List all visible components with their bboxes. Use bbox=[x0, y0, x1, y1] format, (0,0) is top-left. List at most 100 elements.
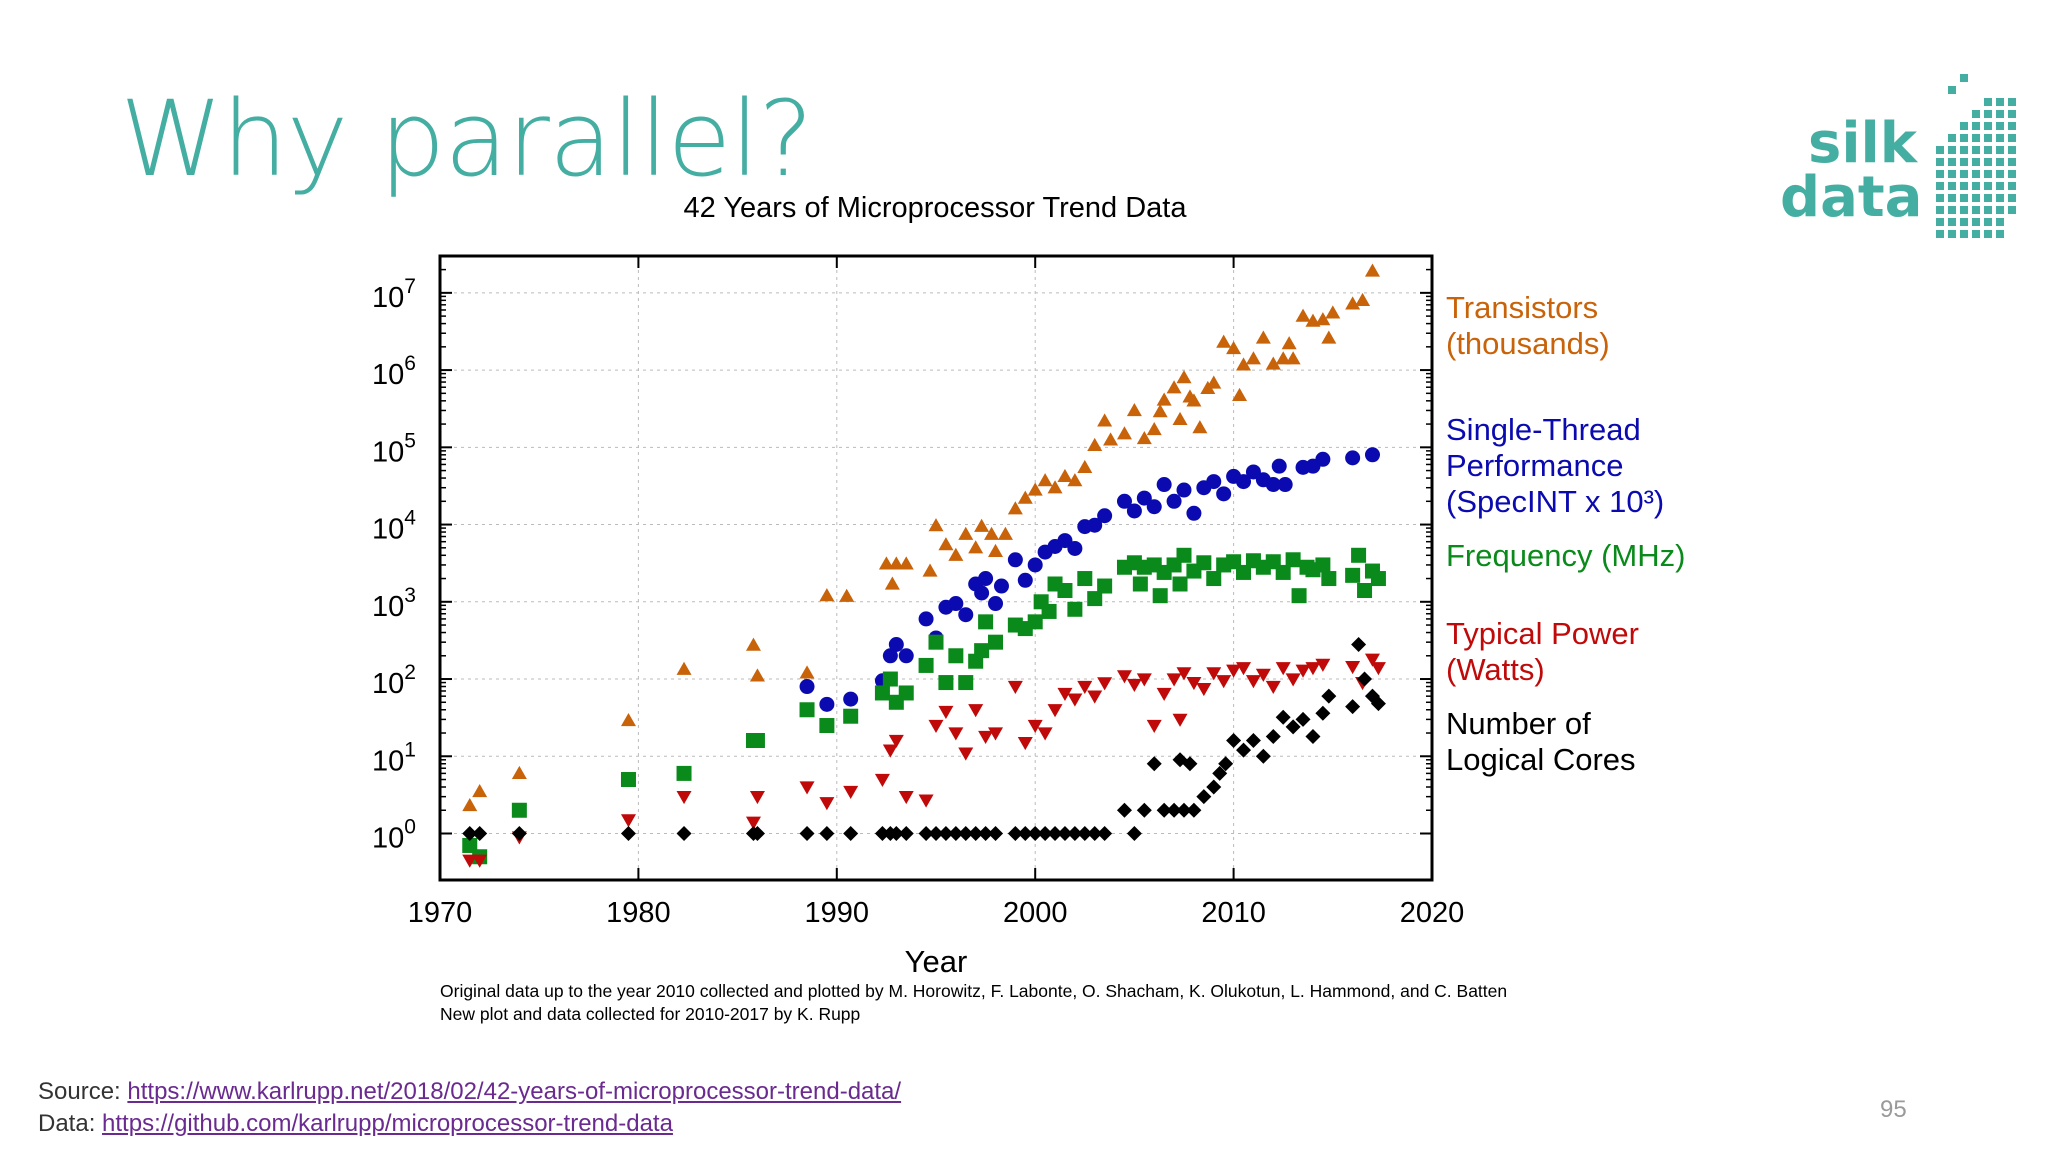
data-point-triangle-down bbox=[1206, 667, 1222, 681]
data-point-diamond bbox=[1176, 802, 1192, 818]
data-point-triangle-down bbox=[1305, 662, 1321, 676]
logo-dot bbox=[1948, 170, 1956, 178]
y-tick-label: 100 bbox=[372, 815, 416, 854]
logo-dot bbox=[1984, 230, 1992, 238]
data-point-triangle-down bbox=[938, 705, 954, 719]
data-point-triangle-down bbox=[882, 744, 898, 758]
logo-text-silk: silk bbox=[1808, 111, 1917, 176]
y-tick-label: 101 bbox=[372, 738, 416, 777]
data-point-triangle-up bbox=[1097, 413, 1113, 427]
logo-dot bbox=[1960, 206, 1968, 214]
data-point-triangle-up bbox=[1176, 370, 1192, 384]
y-tick-label: 105 bbox=[372, 429, 416, 468]
data-point-diamond bbox=[888, 825, 904, 841]
data-point-square bbox=[462, 837, 478, 853]
data-link[interactable]: https://github.com/karlrupp/microprocess… bbox=[102, 1110, 673, 1137]
data-point-diamond bbox=[978, 825, 994, 841]
logo-dot bbox=[1984, 194, 1992, 202]
data-point-circle bbox=[1277, 477, 1293, 493]
logo-dot bbox=[1996, 206, 2004, 214]
logo-dot bbox=[2008, 206, 2016, 214]
data-point-triangle-up bbox=[1146, 422, 1162, 436]
logo-dot bbox=[1996, 146, 2004, 154]
logo-dot bbox=[1948, 230, 1956, 238]
data-point-triangle-up bbox=[1152, 404, 1168, 418]
data-point-triangle-down bbox=[843, 785, 859, 799]
data-point-triangle-up bbox=[1216, 334, 1232, 348]
data-point-diamond bbox=[472, 825, 488, 841]
data-point-triangle-up bbox=[1087, 437, 1103, 451]
data-point-circle bbox=[1186, 505, 1202, 521]
logo-dot bbox=[1960, 218, 1968, 226]
logo-dot bbox=[1984, 158, 1992, 166]
data-point-square bbox=[898, 685, 914, 701]
data-point-diamond bbox=[1196, 789, 1212, 805]
data-point-triangle-down bbox=[1156, 687, 1172, 701]
data-point-square bbox=[1152, 588, 1168, 604]
data-point-diamond bbox=[1057, 825, 1073, 841]
data-point-circle bbox=[1116, 493, 1132, 509]
data-point-square bbox=[1357, 583, 1373, 599]
data-point-square bbox=[958, 675, 974, 691]
data-point-circle bbox=[898, 648, 914, 664]
data-point-circle bbox=[948, 596, 964, 612]
logo-dot bbox=[1984, 134, 1992, 142]
data-point-square bbox=[1027, 614, 1043, 630]
data-point-circle bbox=[993, 578, 1009, 594]
data-point-diamond bbox=[1136, 802, 1152, 818]
data-point-triangle-down bbox=[988, 727, 1004, 741]
data-point-diamond bbox=[1156, 802, 1172, 818]
data-point-triangle-down bbox=[1047, 704, 1063, 718]
logo-dot bbox=[1948, 182, 1956, 190]
data-point-triangle-up bbox=[984, 526, 1000, 540]
data-point-triangle-up bbox=[958, 526, 974, 540]
data-point-triangle-up bbox=[928, 518, 944, 532]
data-point-square bbox=[843, 708, 859, 724]
logo-dot bbox=[1996, 98, 2004, 106]
credit-line-original: Original data up to the year 2010 collec… bbox=[440, 981, 1508, 1001]
data-point-triangle-down bbox=[819, 797, 835, 811]
logo-dot bbox=[1996, 134, 2004, 142]
data-point-triangle-up bbox=[1315, 312, 1331, 326]
logo-dot bbox=[2008, 158, 2016, 166]
data-point-diamond bbox=[1116, 802, 1132, 818]
logo-dot bbox=[1984, 170, 1992, 178]
logo-dot bbox=[1936, 170, 1944, 178]
data-point-triangle-down bbox=[1370, 662, 1386, 676]
data-point-diamond bbox=[1097, 825, 1113, 841]
data-point-circle bbox=[1315, 451, 1331, 467]
x-tick-label: 2020 bbox=[1400, 897, 1465, 929]
page-number: 95 bbox=[1880, 1096, 1907, 1123]
data-point-diamond bbox=[1345, 699, 1361, 715]
data-point-triangle-down bbox=[948, 727, 964, 741]
data-point-diamond bbox=[938, 825, 954, 841]
source-link[interactable]: https://www.karlrupp.net/2018/02/42-year… bbox=[127, 1078, 902, 1105]
data-point-diamond bbox=[874, 825, 890, 841]
data-point-circle bbox=[1126, 503, 1142, 519]
logo-dot bbox=[1996, 194, 2004, 202]
data-point-circle bbox=[1097, 508, 1113, 524]
data-point-triangle-up bbox=[1245, 351, 1261, 365]
data-point-square bbox=[1370, 571, 1386, 587]
logo-dot bbox=[1972, 134, 1980, 142]
data-point-triangle-up bbox=[1136, 431, 1152, 445]
logo-dot bbox=[1972, 170, 1980, 178]
data-point-square bbox=[1132, 576, 1148, 592]
data-point-triangle-up bbox=[1281, 336, 1297, 350]
data-point-triangle-up bbox=[884, 576, 900, 590]
data-point-square bbox=[1321, 571, 1337, 587]
data-point-triangle-up bbox=[938, 537, 954, 551]
data-markers bbox=[462, 263, 1386, 868]
logo-dot bbox=[1960, 74, 1968, 82]
legend-entry: Single-Thread Performance (SpecINT x 10³… bbox=[1446, 412, 1665, 519]
data-point-triangle-down bbox=[874, 773, 890, 788]
data-point-circle bbox=[978, 571, 994, 587]
data-point-triangle-up bbox=[1345, 296, 1361, 310]
data-point-diamond bbox=[1186, 802, 1202, 818]
data-point-diamond bbox=[1305, 729, 1321, 745]
logo-dot bbox=[1960, 146, 1968, 154]
data-point-square bbox=[1077, 571, 1093, 587]
data-point-triangle-up bbox=[839, 588, 855, 602]
data-point-triangle-up bbox=[1355, 292, 1371, 306]
data-point-triangle-down bbox=[1007, 680, 1023, 695]
